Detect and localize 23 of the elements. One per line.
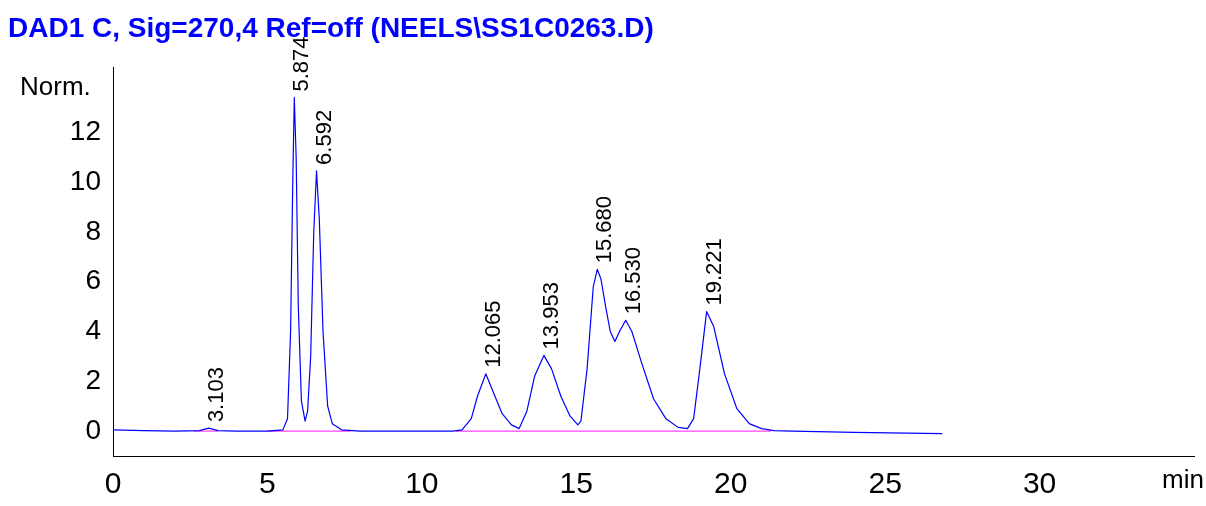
x-tick-label: 25 xyxy=(868,466,902,500)
y-axis-title: Norm. xyxy=(20,70,91,101)
y-tick-label: 4 xyxy=(85,314,101,346)
x-axis-title: min xyxy=(1162,464,1204,495)
annotation: 15.680 xyxy=(591,195,617,264)
y-tick-label: 0 xyxy=(85,413,101,445)
y-tick-label: 2 xyxy=(85,364,101,396)
annotation: 6.592 xyxy=(310,109,336,165)
annotation: 3.103 xyxy=(202,367,228,423)
annotation: 5.874 xyxy=(288,36,314,92)
y-tick-label: 6 xyxy=(85,264,101,296)
x-tick-label: 30 xyxy=(1022,466,1057,500)
x-tick-label: 10 xyxy=(405,466,439,500)
annotation: 19.221 xyxy=(700,238,726,306)
y-tick-label: 8 xyxy=(85,214,101,246)
y-tick-label: 10 xyxy=(69,164,101,196)
annotation: 13.953 xyxy=(537,282,563,350)
y-tick-label: 12 xyxy=(69,115,101,147)
x-tick-label: 20 xyxy=(714,466,748,500)
annotation: 12.065 xyxy=(479,300,505,368)
annotation: 16.530 xyxy=(619,247,645,315)
x-tick-label: 15 xyxy=(559,466,593,500)
x-tick-label: 5 xyxy=(259,466,276,500)
